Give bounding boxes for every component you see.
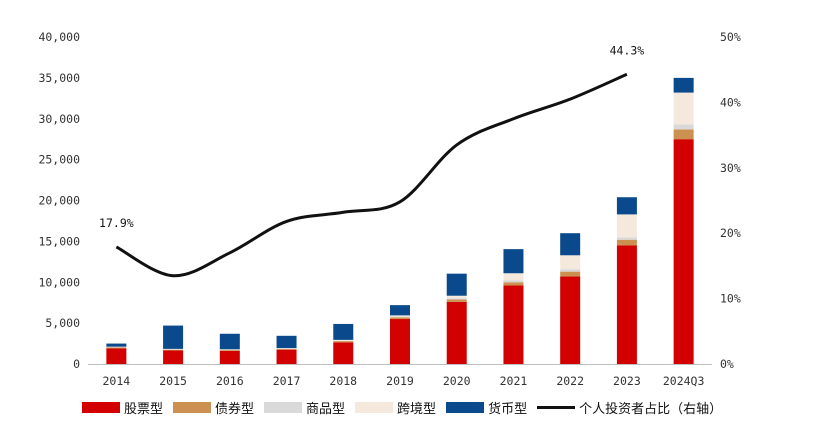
bar-4: [390, 305, 410, 316]
y-tick-label: 20,000: [38, 194, 80, 208]
bar-4: [219, 333, 240, 350]
y2-tick-label: 50%: [720, 30, 741, 44]
x-tick-label: 2014: [103, 374, 131, 388]
bar-3: [673, 92, 694, 125]
x-tick-label: 2024Q3: [663, 374, 705, 388]
bar-1: [673, 129, 694, 140]
x-tick-label: 2017: [273, 374, 301, 388]
data-label-1: 44.3%: [610, 43, 645, 57]
x-tick-label: 2020: [443, 374, 471, 388]
legend-label-2: 商品型: [306, 402, 346, 417]
y-tick-label: 40,000: [38, 30, 80, 44]
bar-0: [219, 350, 240, 364]
line-layer: [115, 72, 628, 278]
bars: [106, 77, 694, 364]
bar-1: [276, 348, 297, 350]
y-tick-label: 30,000: [38, 112, 80, 126]
bar-4: [163, 325, 184, 349]
x-tick-label: 2016: [216, 374, 244, 388]
bar-1: [106, 347, 127, 349]
legend-item-4: 货币型: [446, 398, 527, 417]
bar-4: [106, 343, 127, 347]
legend-swatch-2: [264, 402, 303, 413]
y2-tick-label: 10%: [720, 292, 741, 306]
bar-1: [390, 317, 410, 320]
legend-label-4: 货币型: [488, 402, 528, 417]
bar-0: [446, 301, 467, 364]
bar-0: [616, 245, 637, 364]
bar-2: [503, 280, 524, 283]
bar-4: [673, 77, 694, 93]
x-tick-label: 2019: [386, 374, 414, 388]
bar-0: [106, 348, 127, 364]
y-tick-label: 0: [73, 357, 80, 371]
bar-0: [163, 350, 184, 364]
bar-3: [503, 273, 524, 281]
bar-0: [276, 349, 297, 364]
y-tick-label: 35,000: [38, 71, 80, 85]
legend-label-line: 个人投资者占比（右轴）: [579, 402, 723, 417]
bar-4: [276, 335, 297, 349]
labels: 17.9% 44.3%: [99, 43, 644, 230]
y2-tick-label: 0%: [720, 357, 734, 371]
line-series: [115, 72, 628, 278]
bar-0: [673, 139, 694, 364]
y2-tick-label: 30%: [720, 161, 741, 175]
bar-2: [560, 269, 581, 272]
bar-0: [333, 342, 354, 364]
legend-item-0: 股票型: [82, 398, 163, 417]
y-tick-label: 15,000: [38, 234, 80, 248]
legend-swatch-1: [173, 402, 212, 413]
bar-2: [616, 237, 637, 240]
data-label-0: 17.9%: [99, 216, 134, 230]
legend-line-swatch: [537, 406, 576, 409]
y2-tick-label: 40%: [720, 95, 741, 109]
legend-label-3: 跨境型: [397, 402, 437, 417]
legend-swatch-4: [446, 402, 485, 413]
bar-2: [446, 298, 467, 300]
bar-0: [390, 319, 410, 364]
bar-1: [446, 299, 467, 302]
bar-1: [333, 341, 354, 343]
bar-4: [616, 197, 637, 215]
y2-tick-label: 20%: [720, 226, 741, 240]
legend-swatch-0: [82, 402, 120, 413]
bar-1: [560, 271, 581, 277]
x-tick-label: 2021: [500, 374, 528, 388]
legend-item-1: 债券型: [173, 398, 254, 417]
bar-1: [503, 282, 524, 286]
legend: 股票型 债券型 商品型 跨境型 货币型 个人投资者占比（右轴）: [82, 398, 732, 417]
bar-3: [390, 315, 410, 317]
legend-swatch-3: [355, 402, 394, 413]
bar-3: [616, 214, 637, 238]
legend-item-line: 个人投资者占比（右轴）: [537, 398, 722, 417]
legend-label-0: 股票型: [124, 402, 164, 417]
bar-3: [333, 339, 354, 341]
bar-1: [219, 350, 240, 351]
bar-1: [616, 239, 637, 246]
legend-item-3: 跨境型: [355, 398, 436, 417]
bar-3: [560, 255, 581, 270]
x-tick-label: 2015: [159, 374, 187, 388]
bar-0: [560, 276, 581, 364]
bar-2: [673, 124, 694, 130]
y-tick-label: 25,000: [38, 153, 80, 167]
bar-1: [163, 349, 184, 351]
axes: 0 5,000 10,000 15,000 20,000 25,000 30,000 35,0…: [38, 30, 740, 388]
bar-4: [333, 323, 354, 340]
y-tick-label: 10,000: [38, 275, 80, 289]
y-tick-label: 5,000: [45, 316, 80, 330]
bar-2: [390, 316, 410, 318]
x-tick-label: 2022: [556, 374, 584, 388]
legend-label-1: 债券型: [215, 402, 255, 417]
legend-item-2: 商品型: [264, 398, 345, 417]
bar-3: [446, 295, 467, 299]
x-tick-label: 2023: [613, 374, 641, 388]
bar-4: [446, 273, 467, 296]
bar-4: [560, 233, 581, 256]
bar-0: [503, 285, 524, 364]
bar-4: [503, 249, 524, 274]
x-tick-label: 2018: [329, 374, 357, 388]
